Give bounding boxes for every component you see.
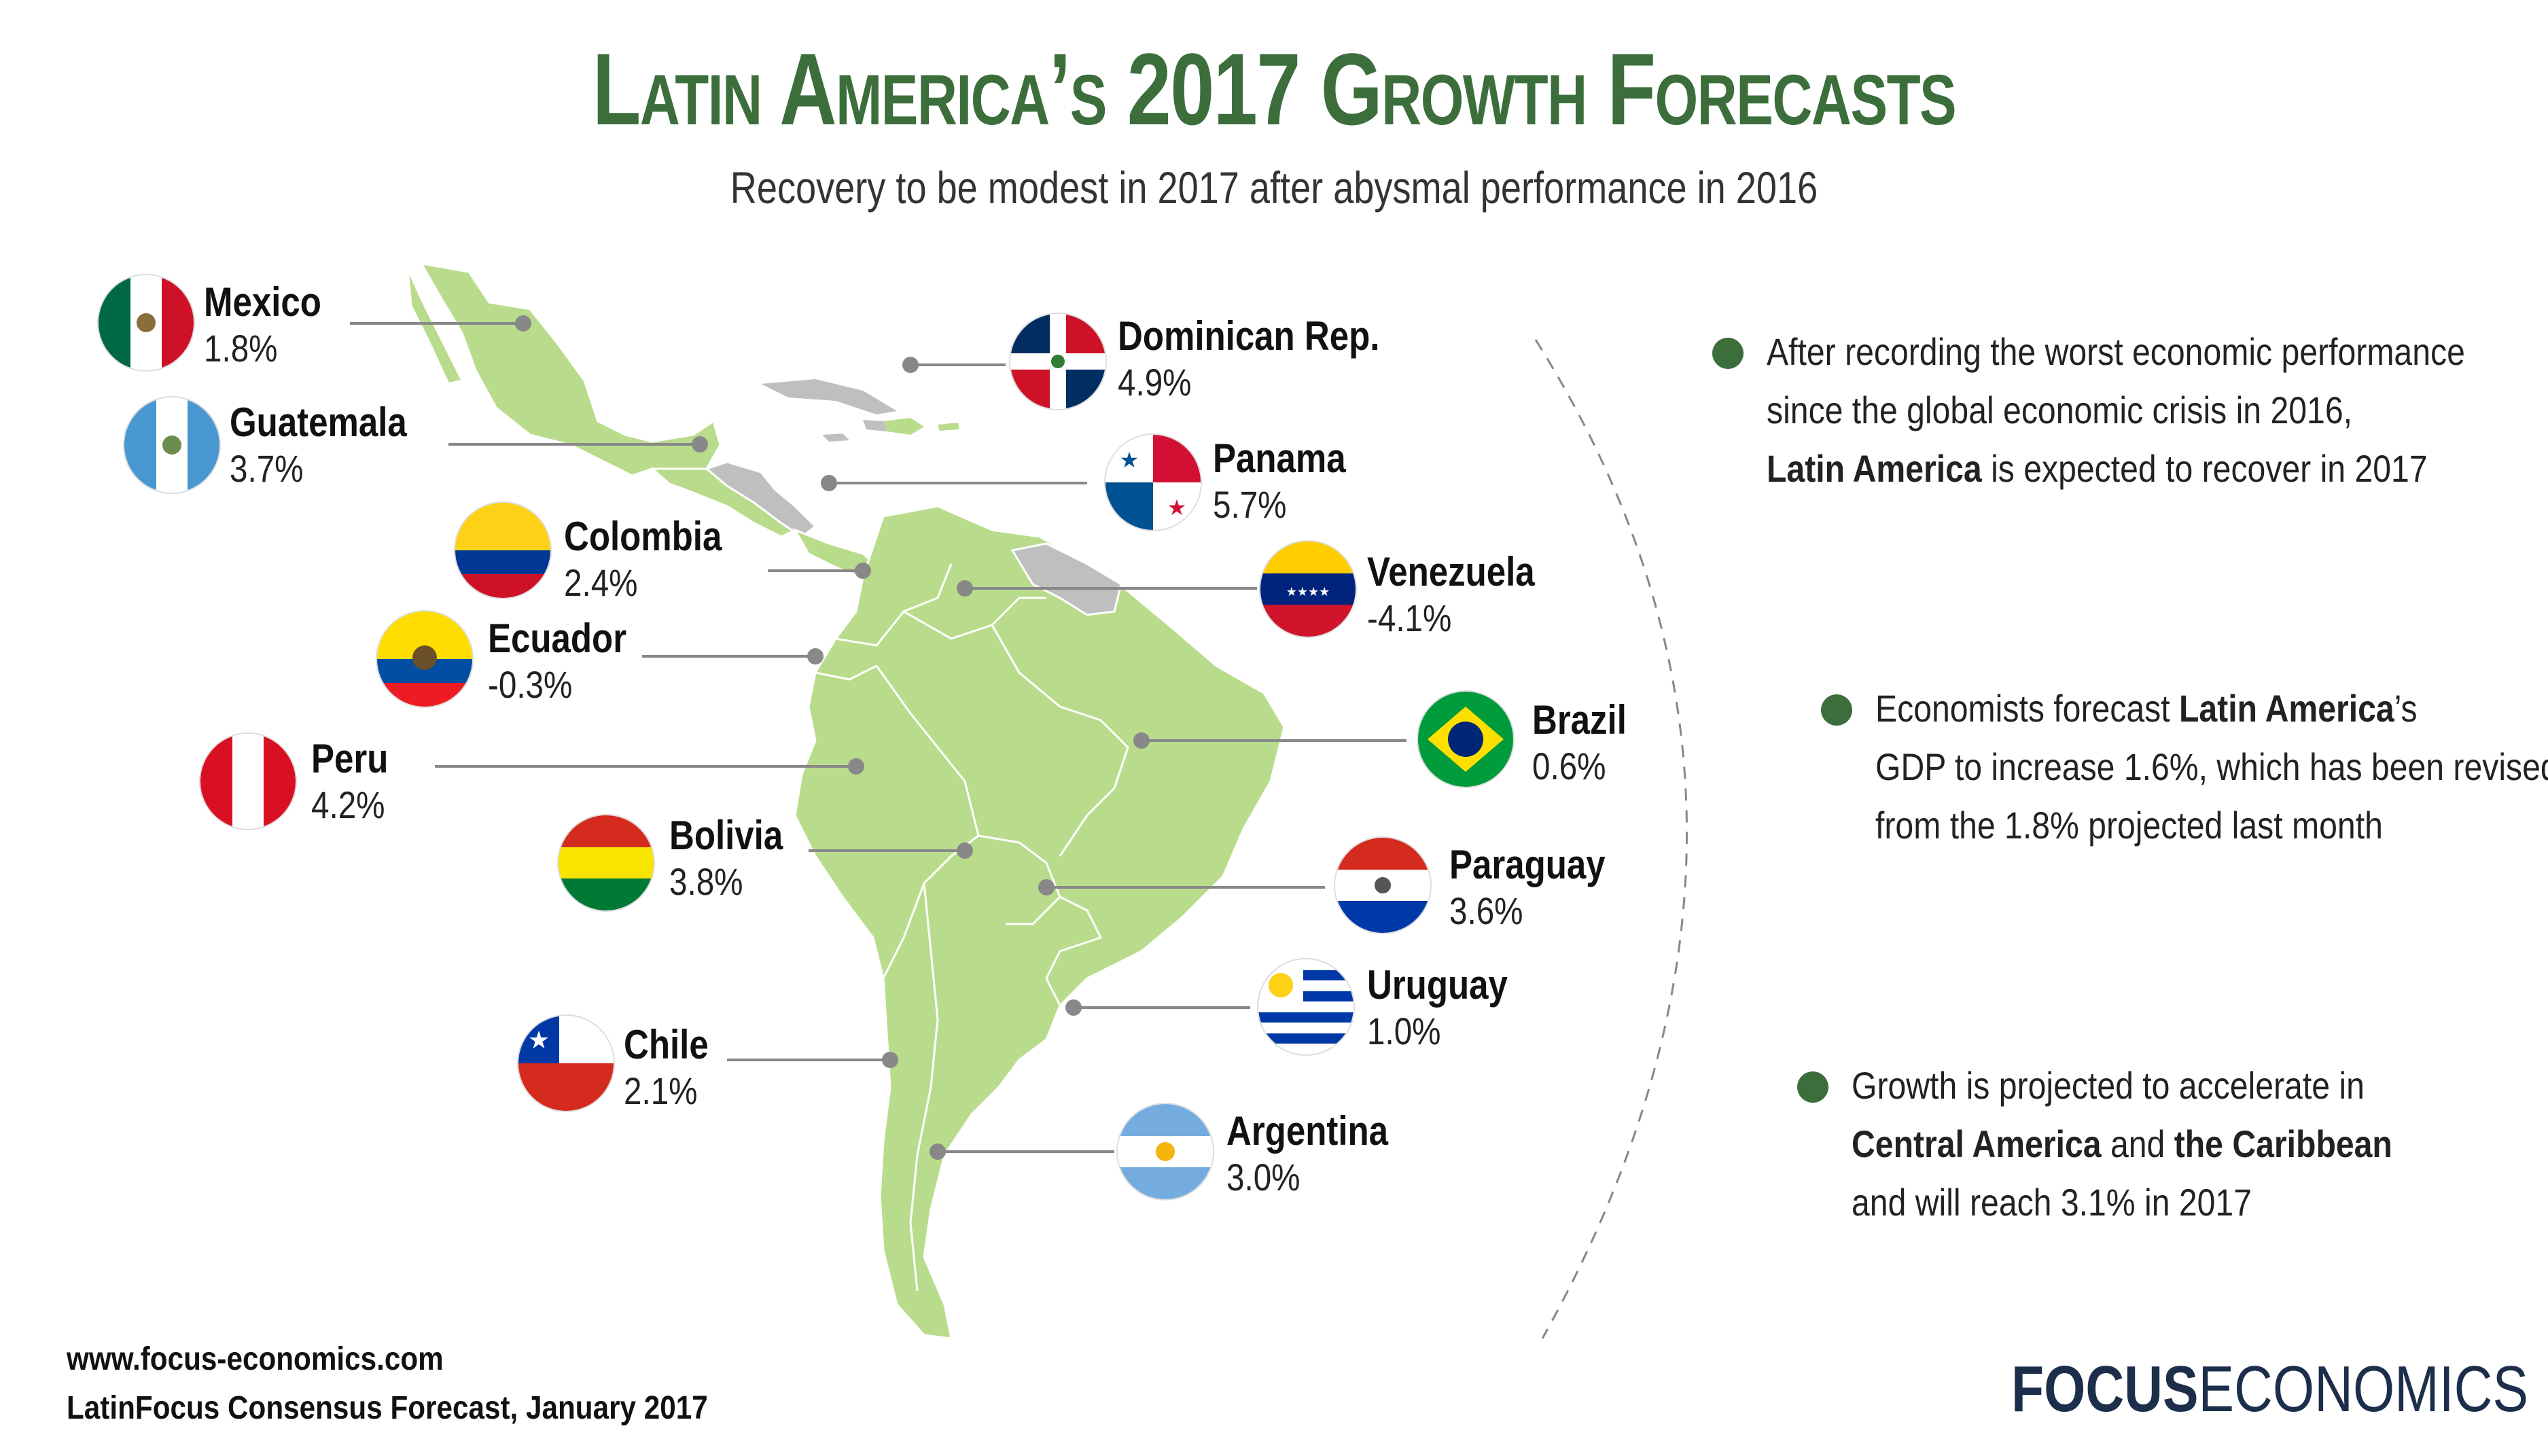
country-forecast: 2.4%	[564, 561, 638, 604]
country-forecast: 4.2%	[311, 783, 385, 826]
country-forecast: 1.8%	[204, 327, 278, 370]
country-forecast: 1.0%	[1367, 1010, 1441, 1052]
map-mexico	[419, 262, 722, 477]
map-hispaniola	[883, 418, 924, 435]
country-name: Panama	[1213, 436, 1346, 481]
brazil-label: Brazil 0.6%	[1532, 700, 1643, 785]
country-forecast: 3.8%	[669, 860, 743, 903]
map-puerto-rico	[938, 423, 959, 431]
ecuador-label: Ecuador -0.3%	[488, 618, 651, 704]
dominican-flag-icon	[1010, 314, 1105, 409]
leader-lines	[350, 322, 1406, 1153]
country-forecast: -0.3%	[488, 663, 573, 706]
paraguay-flag-icon	[1335, 838, 1430, 933]
country-forecast: 0.6%	[1532, 745, 1606, 787]
country-name: Ecuador	[488, 616, 627, 661]
svg-text:★★★★: ★★★★	[1286, 585, 1330, 599]
svg-text:★: ★	[1120, 447, 1139, 473]
bullet-dot-icon	[1712, 338, 1744, 369]
mexico-label: Mexico 1.8%	[204, 282, 342, 368]
country-forecast: -4.1%	[1367, 597, 1452, 639]
country-name: Uruguay	[1367, 962, 1508, 1008]
chile-label: Chile 2.1%	[624, 1025, 724, 1110]
page-title: Latin America’s 2017 Growth Forecasts	[592, 32, 1957, 146]
colombia-flag-icon	[455, 503, 550, 598]
footer-website[interactable]: www.focus-economics.com	[67, 1341, 444, 1377]
bolivia-label: Bolivia 3.8%	[669, 815, 803, 901]
chile-flag-icon: ★	[518, 1016, 614, 1111]
colombia-label: Colombia 2.4%	[564, 516, 749, 602]
insight-1: After recording the worst economic perfo…	[1712, 323, 2548, 498]
map-south-america	[794, 505, 1286, 1340]
bolivia-flag-icon	[559, 815, 654, 910]
country-name: Mexico	[204, 279, 321, 325]
panama-flag-icon: ★ ★	[1105, 435, 1201, 530]
venezuela-label: Venezuela -4.1%	[1367, 552, 1564, 637]
svg-text:★: ★	[1167, 495, 1187, 520]
uruguay-flag-icon	[1258, 959, 1353, 1054]
focus-economics-logo: FOCUSECONOMICS	[2011, 1353, 2528, 1425]
mexico-flag-icon	[99, 275, 194, 370]
ecuador-flag-icon	[377, 611, 472, 707]
footer: www.focus-economics.com LatinFocus Conse…	[67, 1335, 795, 1433]
bullet-dot-icon	[1821, 694, 1852, 726]
bullet-dot-icon	[1797, 1071, 1828, 1103]
country-name: Paraguay	[1449, 842, 1606, 887]
country-name: Chile	[624, 1022, 709, 1067]
map-central-america-grey	[704, 461, 817, 538]
panama-label: Panama 5.7%	[1213, 438, 1369, 524]
map-baja	[406, 268, 464, 385]
country-name: Venezuela	[1367, 549, 1535, 594]
country-forecast: 5.7%	[1213, 483, 1287, 526]
argentina-label: Argentina 3.0%	[1226, 1111, 1417, 1196]
footer-source: LatinFocus Consensus Forecast, January 2…	[67, 1390, 708, 1426]
insight-2: Economists forecast Latin America’s GDP …	[1821, 679, 2548, 855]
argentina-flag-icon	[1118, 1104, 1213, 1199]
country-forecast: 3.7%	[230, 447, 304, 490]
country-name: Argentina	[1226, 1108, 1389, 1154]
country-forecast: 2.1%	[624, 1069, 698, 1112]
map-cuba	[761, 379, 897, 414]
peru-flag-icon	[200, 734, 296, 829]
country-name: Dominican Rep.	[1118, 313, 1380, 359]
venezuela-flag-icon: ★★★★	[1260, 541, 1356, 637]
dominican-label: Dominican Rep. 4.9%	[1118, 316, 1426, 402]
divider-arc	[1534, 339, 1688, 1339]
country-name: Guatemala	[230, 399, 407, 445]
leader-dots	[515, 315, 1150, 1160]
brazil-flag-icon	[1418, 692, 1513, 787]
peru-label: Peru 4.2%	[311, 739, 402, 824]
guatemala-flag-icon	[124, 397, 219, 493]
country-name: Bolivia	[669, 813, 783, 858]
insight-3: Growth is projected to accelerate in Cen…	[1797, 1057, 2548, 1232]
country-name: Colombia	[564, 514, 722, 559]
country-name: Brazil	[1532, 697, 1627, 743]
guatemala-label: Guatemala 3.7%	[230, 402, 438, 488]
map-hispaniola-haiti	[863, 420, 887, 431]
map-jamaica	[822, 433, 849, 442]
paraguay-label: Paraguay 3.6%	[1449, 845, 1633, 930]
country-name: Peru	[311, 736, 389, 781]
page-subtitle: Recovery to be modest in 2017 after abys…	[730, 162, 1818, 213]
svg-text:★: ★	[528, 1027, 550, 1054]
country-forecast: 3.0%	[1226, 1156, 1300, 1198]
uruguay-label: Uruguay 1.0%	[1367, 965, 1532, 1050]
country-forecast: 3.6%	[1449, 889, 1523, 932]
country-forecast: 4.9%	[1118, 361, 1192, 404]
